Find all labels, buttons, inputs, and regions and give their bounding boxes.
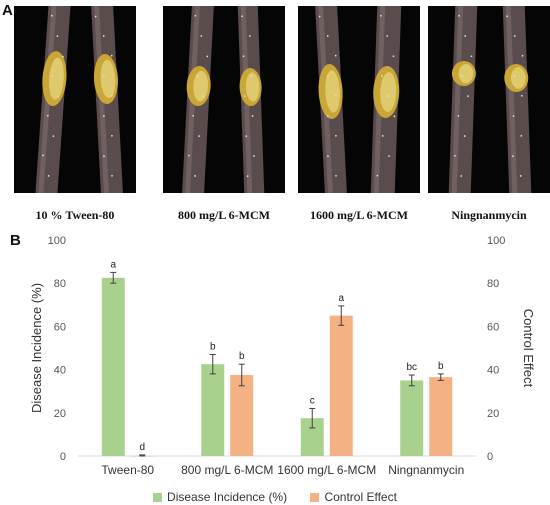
y-tick-label: 20 bbox=[54, 408, 66, 420]
legend-label-control-effect: Control Effect bbox=[324, 490, 397, 504]
x-tick-label: Tween-80 bbox=[101, 463, 154, 477]
photo-800-6mcm bbox=[163, 6, 285, 193]
y2-axis-title: Control Effect bbox=[521, 309, 536, 388]
significance-letter: b bbox=[239, 351, 245, 362]
branch-stem bbox=[502, 6, 532, 193]
branch-stem bbox=[90, 6, 124, 193]
x-tick-label: 1600 mg/L 6-MCM bbox=[277, 463, 376, 477]
significance-letter: d bbox=[139, 442, 145, 453]
significance-letter: bc bbox=[406, 362, 417, 373]
panel-a-label: A bbox=[2, 2, 13, 19]
branch-image bbox=[314, 6, 402, 193]
y2-tick-label: 40 bbox=[487, 365, 499, 377]
y2-tick-label: 100 bbox=[487, 235, 505, 247]
legend-item-control-effect: Control Effect bbox=[310, 490, 397, 504]
legend-label-disease-incidence: Disease Incidence (%) bbox=[167, 490, 288, 504]
significance-letter: b bbox=[210, 341, 216, 352]
y-tick-label: 60 bbox=[54, 321, 66, 333]
legend-swatch-disease-incidence bbox=[153, 493, 163, 502]
branch-stem bbox=[314, 6, 348, 193]
y2-tick-label: 80 bbox=[487, 278, 499, 290]
significance-letter: c bbox=[310, 395, 315, 406]
y-axis-title: Disease Incidence (%) bbox=[29, 283, 44, 413]
y-tick-label: 0 bbox=[60, 451, 66, 463]
branch-image bbox=[181, 6, 265, 193]
caption-ningnanmycin: Ningnanmycin bbox=[451, 208, 527, 222]
caption-800-6mcm: 800 mg/L 6-MCM bbox=[178, 208, 270, 222]
bar-disease-incidence bbox=[101, 277, 125, 456]
y-tick-label: 40 bbox=[54, 365, 66, 377]
legend-item-disease-incidence: Disease Incidence (%) bbox=[153, 490, 287, 504]
caption-tween80: 10 % Tween-80 bbox=[35, 208, 115, 222]
branch-stem bbox=[237, 6, 265, 193]
branch-stem bbox=[370, 6, 402, 193]
significance-letter: a bbox=[338, 293, 344, 304]
bar-disease-incidence bbox=[400, 380, 424, 456]
branch-stem bbox=[34, 6, 71, 193]
legend-swatch-control-effect bbox=[310, 493, 320, 502]
bar-control-effect bbox=[230, 375, 254, 456]
bar-chart: 0 0 20 20 40 40 60 60 80 80 100 100 Disease Incidenc… bbox=[29, 235, 536, 477]
photo-ningnanmycin bbox=[428, 6, 550, 193]
y-tick-label: 80 bbox=[54, 278, 66, 290]
y-tick-label: 100 bbox=[48, 235, 66, 247]
branch-image bbox=[448, 6, 532, 193]
bar-disease-incidence bbox=[201, 364, 225, 456]
branch-image bbox=[34, 6, 124, 193]
bar-control-effect bbox=[429, 377, 453, 456]
y2-tick-label: 20 bbox=[487, 408, 499, 420]
branch-stem bbox=[181, 6, 215, 193]
chart-legend: Disease Incidence (%) Control Effect bbox=[0, 490, 550, 504]
bar-control-effect bbox=[329, 315, 353, 456]
y2-tick-label: 0 bbox=[487, 451, 493, 463]
caption-1600-6mcm: 1600 mg/L 6-MCM bbox=[310, 208, 408, 222]
x-tick-label: Ningnanmycin bbox=[388, 463, 464, 477]
panel-b-label: B bbox=[10, 232, 21, 249]
photo-1600-6mcm bbox=[298, 6, 420, 193]
branch-stem bbox=[448, 6, 478, 193]
significance-letter: a bbox=[110, 259, 116, 270]
bar-disease-incidence bbox=[300, 418, 324, 456]
photo-tween80 bbox=[14, 6, 136, 193]
significance-letter: b bbox=[438, 361, 444, 372]
x-tick-label: 800 mg/L 6-MCM bbox=[181, 463, 273, 477]
y2-tick-label: 60 bbox=[487, 321, 499, 333]
